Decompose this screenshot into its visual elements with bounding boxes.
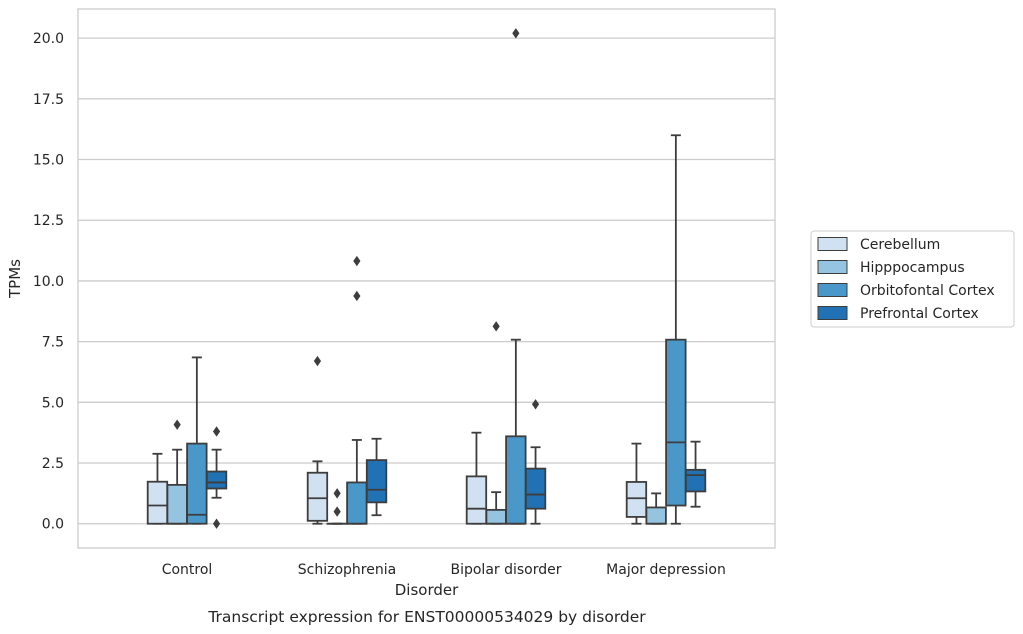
box-prefrontal-cortex: [684, 440, 707, 508]
box-iqr: [306, 471, 329, 522]
y-tick-label: 17.5: [33, 92, 64, 108]
x-tick-label: Bipolar disorder: [450, 562, 561, 578]
outlier-point: [492, 321, 500, 332]
legend-frame: [810, 230, 1015, 328]
y-tick-label: 7.5: [42, 335, 64, 351]
x-tick-label: Control: [162, 562, 213, 578]
y-tick-label: 20.0: [33, 31, 64, 47]
box-iqr: [524, 467, 547, 510]
box-cerebellum: [465, 431, 488, 525]
y-tick-label: 2.5: [42, 456, 64, 472]
box-iqr: [625, 481, 648, 518]
box-iqr: [505, 435, 527, 525]
legend-item-hipppocampus[interactable]: Hipppocampus: [817, 260, 965, 276]
box-iqr: [205, 470, 228, 490]
legend-item-cerebellum[interactable]: Cerebellum: [817, 237, 940, 253]
box-iqr: [346, 481, 368, 525]
legend-swatch: [817, 306, 848, 320]
outlier-point: [353, 290, 361, 302]
y-axis-ticks: 0.0 2.5 5.0 7.5 10.0 12.5 15.0 17.5 20.0: [33, 31, 64, 533]
box-hipppocampus: [166, 419, 188, 525]
y-tick-label: 0.0: [42, 517, 64, 533]
outlier-point: [333, 488, 341, 499]
x-axis-label: Disorder: [395, 581, 459, 599]
figure-caption: Transcript expression for ENST0000053402…: [207, 608, 646, 626]
box-iqr: [645, 506, 667, 525]
y-tick-label: 10.0: [33, 274, 64, 290]
outlier-point: [313, 355, 322, 367]
outlier-point: [212, 518, 221, 529]
legend[interactable]: Cerebellum Hipppocampus Orbitofontal Corte…: [810, 230, 1015, 328]
box-group-major-depression: [625, 134, 707, 525]
box-iqr: [365, 459, 388, 504]
legend-label: Hipppocampus: [860, 260, 965, 276]
box-iqr: [146, 480, 169, 525]
legend-label: Prefrontal Cortex: [860, 306, 979, 322]
box-orbitofontal-cortex: [505, 28, 527, 525]
outlier-point: [212, 426, 221, 437]
box-hipppocampus: [645, 492, 667, 525]
box-group-schizophrenia: [306, 255, 388, 525]
box-group-bipolar-disorder: [465, 28, 547, 525]
box-iqr: [684, 468, 707, 493]
y-tick-label: 15.0: [33, 153, 64, 169]
box-group-control: [146, 356, 228, 529]
y-axis-label: TPMs: [6, 259, 24, 299]
outlier-point: [353, 255, 361, 267]
box-prefrontal-cortex: [365, 437, 388, 517]
outlier-point: [173, 419, 181, 430]
legend-item-prefrontal-cortex[interactable]: Prefrontal Cortex: [817, 306, 979, 322]
box-hipppocampus: [326, 488, 348, 525]
box-prefrontal-cortex: [524, 399, 547, 525]
box-iqr: [166, 483, 188, 525]
legend-swatch: [817, 237, 848, 251]
box-cerebellum: [306, 355, 329, 525]
box-orbitofontal-cortex: [346, 255, 368, 525]
box-groups: [146, 28, 707, 529]
box-hipppocampus: [485, 321, 507, 525]
legend-swatch: [817, 260, 848, 274]
y-tick-label: 5.0: [42, 395, 64, 411]
box-iqr: [186, 442, 208, 525]
plot-area-frame: [77, 8, 776, 549]
outlier-point: [333, 506, 341, 517]
box-iqr: [465, 475, 488, 525]
box-iqr: [665, 338, 687, 507]
box-cerebellum: [625, 442, 648, 525]
legend-label: Cerebellum: [860, 237, 940, 253]
box-cerebellum: [146, 452, 169, 525]
outlier-point: [512, 28, 520, 39]
x-axis-ticks: Control Schizophrenia Bipolar disorder Majo…: [162, 562, 726, 578]
box-iqr: [485, 508, 507, 525]
outlier-point: [531, 399, 540, 410]
legend-item-orbitofontal-cortex[interactable]: Orbitofontal Cortex: [817, 283, 995, 299]
y-tick-label: 12.5: [33, 213, 64, 229]
legend-swatch: [817, 283, 848, 297]
x-tick-label: Schizophrenia: [298, 562, 396, 578]
box-prefrontal-cortex: [205, 426, 228, 529]
legend-label: Orbitofontal Cortex: [860, 283, 995, 299]
x-tick-label: Major depression: [606, 562, 726, 578]
box-orbitofontal-cortex: [186, 356, 208, 525]
box-orbitofontal-cortex: [665, 134, 687, 525]
